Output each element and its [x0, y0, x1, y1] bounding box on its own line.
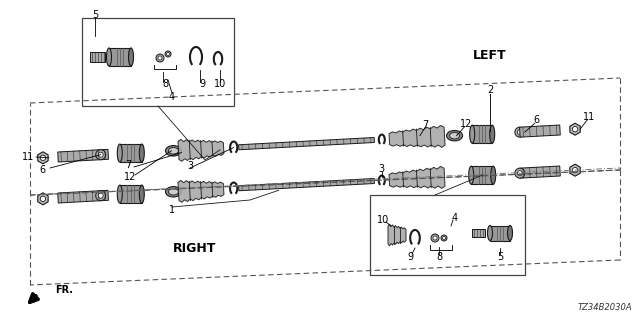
Ellipse shape [117, 185, 122, 203]
Text: 9: 9 [407, 252, 413, 262]
Circle shape [158, 56, 162, 60]
Text: 8: 8 [162, 79, 168, 89]
Ellipse shape [447, 131, 463, 141]
Polygon shape [239, 179, 374, 191]
Polygon shape [520, 166, 560, 178]
Bar [370, 195, 525, 275]
Polygon shape [389, 166, 445, 188]
Ellipse shape [508, 226, 513, 241]
Bar [120, 185, 142, 203]
Circle shape [515, 127, 525, 137]
Circle shape [517, 171, 522, 176]
Text: 5: 5 [92, 10, 98, 20]
Ellipse shape [129, 48, 134, 66]
Circle shape [515, 168, 525, 178]
Text: 4: 4 [169, 92, 175, 102]
Ellipse shape [168, 188, 179, 195]
Ellipse shape [166, 187, 182, 197]
Ellipse shape [488, 226, 493, 241]
Text: FR.: FR. [55, 285, 73, 295]
Text: 8: 8 [436, 252, 442, 262]
Polygon shape [570, 123, 580, 135]
Circle shape [98, 152, 103, 157]
Bar [82, 18, 234, 106]
Polygon shape [90, 52, 105, 62]
Text: 3: 3 [187, 161, 193, 171]
Text: 11: 11 [583, 112, 595, 122]
Polygon shape [389, 125, 445, 147]
Bar [109, 48, 131, 66]
Circle shape [95, 150, 106, 160]
Text: LEFT: LEFT [473, 49, 507, 61]
Ellipse shape [106, 48, 111, 66]
Ellipse shape [449, 132, 460, 139]
Text: 1: 1 [169, 205, 175, 215]
Circle shape [40, 196, 45, 202]
Circle shape [156, 54, 164, 62]
Text: 6: 6 [39, 165, 45, 175]
Text: 7: 7 [125, 160, 131, 170]
Circle shape [40, 155, 45, 161]
Polygon shape [472, 229, 485, 237]
Ellipse shape [491, 166, 496, 184]
Text: 12: 12 [460, 119, 473, 129]
Text: 11: 11 [22, 152, 34, 162]
Ellipse shape [140, 144, 144, 162]
Text: 10: 10 [214, 79, 226, 89]
Polygon shape [58, 190, 108, 203]
Polygon shape [520, 125, 560, 137]
Polygon shape [58, 149, 108, 162]
Ellipse shape [168, 148, 179, 154]
Text: 9: 9 [199, 79, 205, 89]
Ellipse shape [468, 166, 474, 184]
Text: TZ34B2030A: TZ34B2030A [577, 303, 632, 312]
Text: 7: 7 [422, 120, 428, 130]
Circle shape [517, 130, 522, 135]
Circle shape [165, 51, 171, 57]
Text: 3: 3 [379, 164, 385, 173]
Polygon shape [178, 140, 224, 161]
Polygon shape [388, 224, 406, 246]
Polygon shape [239, 138, 374, 150]
Text: 12: 12 [124, 172, 136, 182]
Bar [472, 125, 492, 143]
Ellipse shape [490, 125, 495, 143]
Text: RIGHT: RIGHT [173, 242, 217, 254]
Polygon shape [178, 180, 224, 202]
Text: 10: 10 [377, 215, 389, 225]
Circle shape [572, 167, 578, 173]
Circle shape [98, 193, 103, 198]
Polygon shape [38, 152, 48, 164]
Bar [120, 144, 142, 162]
Bar [490, 226, 510, 241]
Text: 6: 6 [534, 115, 540, 125]
Circle shape [95, 191, 106, 201]
Circle shape [442, 236, 445, 239]
Circle shape [166, 52, 170, 55]
Bar [471, 166, 493, 184]
Circle shape [431, 234, 439, 242]
Text: 2: 2 [487, 85, 493, 95]
Circle shape [433, 236, 437, 240]
Ellipse shape [166, 146, 182, 156]
Circle shape [441, 235, 447, 241]
Text: 4: 4 [452, 213, 458, 223]
Polygon shape [38, 193, 48, 205]
Circle shape [572, 126, 578, 132]
Ellipse shape [140, 185, 144, 203]
Text: 5: 5 [497, 252, 503, 262]
Ellipse shape [470, 125, 475, 143]
Polygon shape [570, 164, 580, 176]
Ellipse shape [117, 144, 122, 162]
